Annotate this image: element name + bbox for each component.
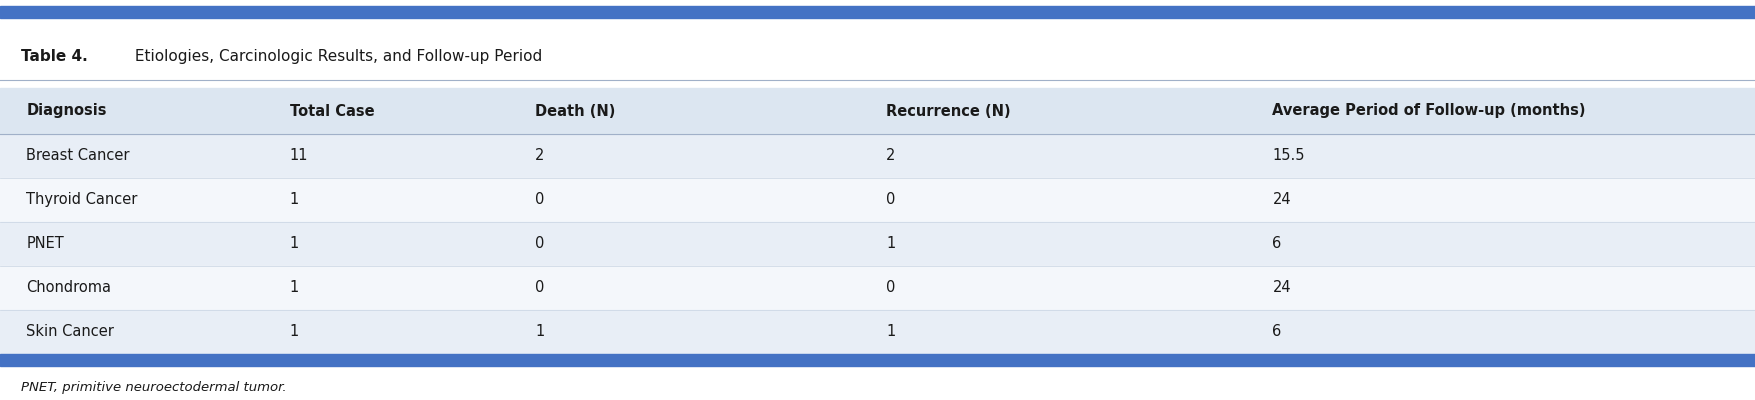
Bar [0,88,1755,134]
Text: Skin Cancer: Skin Cancer [26,324,114,340]
Text: 24: 24 [1272,280,1292,296]
Text: 1: 1 [535,324,544,340]
Bar [0,266,1755,310]
Text: Death (N): Death (N) [535,104,616,118]
Text: 2: 2 [886,148,895,164]
Text: 6: 6 [1272,236,1281,252]
Text: 1: 1 [290,236,298,252]
Text: Average Period of Follow-up (months): Average Period of Follow-up (months) [1272,104,1587,118]
Text: Thyroid Cancer: Thyroid Cancer [26,192,137,208]
Text: Table 4.: Table 4. [21,49,88,64]
Text: Total Case: Total Case [290,104,374,118]
Bar [0,6,1755,18]
Text: 0: 0 [535,280,544,296]
Bar [0,134,1755,178]
Text: 24: 24 [1272,192,1292,208]
Bar [0,178,1755,222]
Bar [0,310,1755,354]
Bar [0,354,1755,366]
Text: Recurrence (N): Recurrence (N) [886,104,1011,118]
Text: Breast Cancer: Breast Cancer [26,148,130,164]
Text: Etiologies, Carcinologic Results, and Follow-up Period: Etiologies, Carcinologic Results, and Fo… [130,49,542,64]
Text: 0: 0 [886,192,895,208]
Text: 15.5: 15.5 [1272,148,1306,164]
Text: Diagnosis: Diagnosis [26,104,107,118]
Text: PNET, primitive neuroectodermal tumor.: PNET, primitive neuroectodermal tumor. [21,382,286,394]
Text: 1: 1 [886,236,895,252]
Text: 1: 1 [290,192,298,208]
Text: 1: 1 [290,324,298,340]
Text: 2: 2 [535,148,544,164]
Text: 0: 0 [535,236,544,252]
Text: 11: 11 [290,148,309,164]
Bar [0,222,1755,266]
Text: 0: 0 [535,192,544,208]
Text: 6: 6 [1272,324,1281,340]
Text: 0: 0 [886,280,895,296]
Text: PNET: PNET [26,236,65,252]
Text: 1: 1 [886,324,895,340]
Text: Chondroma: Chondroma [26,280,111,296]
Text: 1: 1 [290,280,298,296]
